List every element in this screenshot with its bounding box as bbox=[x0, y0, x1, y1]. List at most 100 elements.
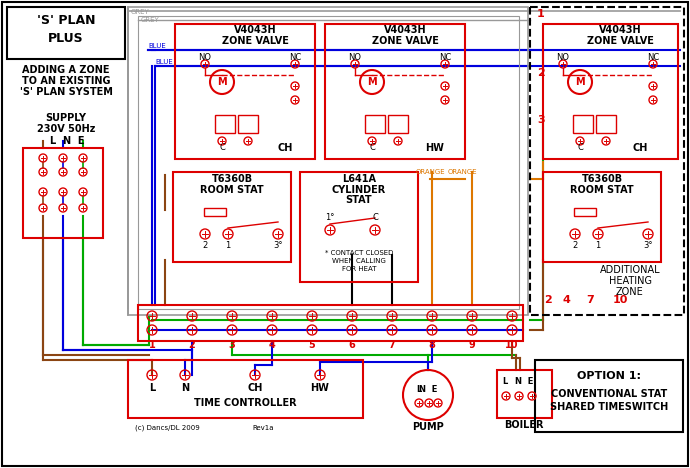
Text: L: L bbox=[416, 386, 422, 395]
Text: L: L bbox=[502, 378, 508, 387]
Text: 8: 8 bbox=[428, 340, 435, 350]
Text: 1: 1 bbox=[595, 241, 600, 249]
Text: ZONE VALVE: ZONE VALVE bbox=[371, 36, 438, 46]
Text: 9: 9 bbox=[469, 340, 475, 350]
Text: CH: CH bbox=[247, 383, 263, 393]
Bar bbox=[23, 148, 103, 238]
Text: ADDING A ZONE: ADDING A ZONE bbox=[22, 65, 110, 75]
Text: 3: 3 bbox=[537, 115, 544, 125]
Bar bbox=[365, 115, 385, 133]
Text: BLUE: BLUE bbox=[148, 43, 166, 49]
Text: C: C bbox=[577, 144, 583, 153]
Text: STAT: STAT bbox=[346, 195, 373, 205]
Text: CH: CH bbox=[632, 143, 648, 153]
Text: SUPPLY: SUPPLY bbox=[46, 113, 86, 123]
Text: HEATING: HEATING bbox=[609, 276, 651, 286]
Text: T6360B: T6360B bbox=[582, 174, 622, 184]
Text: ZONE VALVE: ZONE VALVE bbox=[586, 36, 653, 46]
Text: TIME CONTROLLER: TIME CONTROLLER bbox=[194, 398, 296, 408]
Text: (c) Dancs/DL 2009: (c) Dancs/DL 2009 bbox=[135, 425, 199, 431]
Text: 3°: 3° bbox=[643, 241, 653, 249]
Text: NO: NO bbox=[348, 52, 362, 61]
Text: C: C bbox=[219, 144, 225, 153]
Bar bbox=[138, 16, 519, 309]
Bar bbox=[574, 208, 596, 216]
Bar bbox=[535, 360, 683, 432]
Text: 4: 4 bbox=[268, 340, 275, 350]
Text: 2: 2 bbox=[544, 295, 552, 305]
Bar bbox=[543, 24, 678, 159]
Text: 2: 2 bbox=[202, 241, 208, 249]
Bar bbox=[543, 172, 661, 262]
Text: Rev1a: Rev1a bbox=[252, 425, 273, 431]
Text: BOILER: BOILER bbox=[504, 420, 544, 430]
Text: GREY: GREY bbox=[131, 9, 150, 15]
Text: ORANGE: ORANGE bbox=[447, 169, 477, 175]
Text: C: C bbox=[369, 144, 375, 153]
Text: ROOM STAT: ROOM STAT bbox=[570, 185, 634, 195]
Bar bbox=[300, 172, 418, 282]
Bar bbox=[173, 172, 291, 262]
Text: N  E: N E bbox=[515, 378, 533, 387]
Text: 5: 5 bbox=[308, 340, 315, 350]
Text: M: M bbox=[217, 77, 227, 87]
Text: 10: 10 bbox=[612, 295, 628, 305]
Text: OPTION 1:: OPTION 1: bbox=[577, 371, 641, 381]
Text: 2: 2 bbox=[188, 340, 195, 350]
Text: C: C bbox=[372, 213, 378, 222]
Bar bbox=[128, 7, 528, 315]
Bar bbox=[573, 115, 593, 133]
Text: M: M bbox=[367, 77, 377, 87]
Text: NC: NC bbox=[647, 52, 659, 61]
Text: ADDITIONAL: ADDITIONAL bbox=[600, 265, 660, 275]
Text: BLUE: BLUE bbox=[155, 59, 172, 65]
Text: N: N bbox=[181, 383, 189, 393]
Text: FOR HEAT: FOR HEAT bbox=[342, 266, 376, 272]
Text: 230V 50Hz: 230V 50Hz bbox=[37, 124, 95, 134]
Text: TO AN EXISTING: TO AN EXISTING bbox=[22, 76, 110, 86]
Text: L641A: L641A bbox=[342, 174, 376, 184]
Text: 3: 3 bbox=[228, 340, 235, 350]
Text: 2: 2 bbox=[537, 68, 544, 78]
Text: * CONTACT CLOSED: * CONTACT CLOSED bbox=[325, 250, 393, 256]
Bar bbox=[596, 115, 616, 133]
Text: 'S' PLAN: 'S' PLAN bbox=[37, 15, 95, 28]
Text: 4: 4 bbox=[562, 295, 570, 305]
Text: HW: HW bbox=[426, 143, 444, 153]
Text: L: L bbox=[149, 383, 155, 393]
Text: 'S' PLAN SYSTEM: 'S' PLAN SYSTEM bbox=[19, 87, 112, 97]
Text: 1: 1 bbox=[537, 9, 544, 19]
Text: 7: 7 bbox=[586, 295, 594, 305]
Bar bbox=[138, 305, 523, 341]
Bar bbox=[325, 24, 465, 159]
Bar bbox=[238, 115, 258, 133]
Bar bbox=[7, 7, 125, 59]
Text: NO: NO bbox=[557, 52, 569, 61]
Bar bbox=[388, 115, 408, 133]
Text: 3°: 3° bbox=[273, 241, 283, 249]
Text: T6360B: T6360B bbox=[211, 174, 253, 184]
Text: 6: 6 bbox=[348, 340, 355, 350]
Text: 7: 7 bbox=[388, 340, 395, 350]
Bar bbox=[215, 115, 235, 133]
Text: L  N  E: L N E bbox=[50, 136, 84, 146]
Text: V4043H: V4043H bbox=[234, 25, 276, 35]
Text: CH: CH bbox=[277, 143, 293, 153]
Text: NC: NC bbox=[439, 52, 451, 61]
Text: CONVENTIONAL STAT: CONVENTIONAL STAT bbox=[551, 389, 667, 399]
Text: GREY: GREY bbox=[141, 17, 160, 23]
Text: SHARED TIMESWITCH: SHARED TIMESWITCH bbox=[550, 402, 668, 412]
Bar bbox=[128, 360, 363, 418]
Text: ROOM STAT: ROOM STAT bbox=[200, 185, 264, 195]
Text: NO: NO bbox=[199, 52, 212, 61]
Text: PLUS: PLUS bbox=[48, 31, 83, 44]
Text: PUMP: PUMP bbox=[412, 422, 444, 432]
Text: V4043H: V4043H bbox=[384, 25, 426, 35]
Bar bbox=[204, 208, 226, 216]
Text: WHEN CALLING: WHEN CALLING bbox=[332, 258, 386, 264]
Text: HW: HW bbox=[310, 383, 329, 393]
Text: 2: 2 bbox=[573, 241, 578, 249]
Bar bbox=[497, 370, 552, 418]
Text: N  E: N E bbox=[419, 386, 437, 395]
Text: M: M bbox=[575, 77, 585, 87]
